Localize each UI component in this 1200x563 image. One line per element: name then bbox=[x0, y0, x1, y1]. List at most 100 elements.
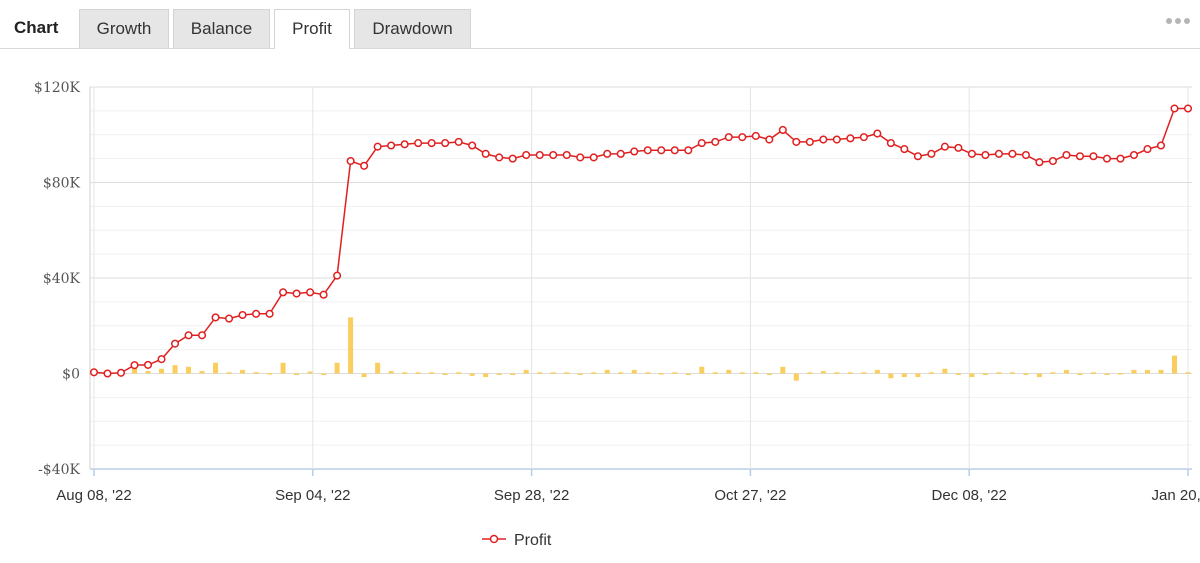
bar bbox=[915, 373, 921, 378]
tab-bar: Chart Growth Balance Profit Drawdown bbox=[0, 0, 1200, 49]
profit-point bbox=[967, 149, 976, 158]
profit-point bbox=[643, 146, 652, 155]
profit-point bbox=[738, 133, 747, 142]
profit-point bbox=[886, 139, 895, 148]
profit-point bbox=[197, 331, 207, 340]
profit-point bbox=[657, 146, 666, 155]
tab-growth[interactable]: Growth bbox=[79, 9, 169, 48]
profit-point bbox=[711, 137, 720, 146]
profit-point bbox=[1021, 150, 1030, 160]
bar bbox=[1131, 369, 1137, 374]
bar bbox=[375, 362, 381, 374]
bar bbox=[240, 369, 246, 374]
bar bbox=[456, 372, 462, 374]
bar bbox=[523, 369, 529, 374]
bar bbox=[834, 372, 840, 374]
bar bbox=[348, 317, 354, 374]
profit-point bbox=[184, 331, 193, 340]
bar bbox=[294, 373, 300, 375]
profit-point bbox=[1102, 154, 1112, 163]
y-tick-label: $120K bbox=[34, 80, 81, 96]
y-tick-label: $40K bbox=[43, 271, 81, 287]
x-tick-label: Jan 20, '23 bbox=[1152, 487, 1200, 504]
profit-point bbox=[103, 369, 112, 378]
bar bbox=[1023, 373, 1029, 375]
bar bbox=[685, 373, 691, 375]
bar bbox=[712, 372, 718, 374]
profit-point bbox=[89, 368, 99, 377]
bar bbox=[307, 371, 313, 374]
profit-point bbox=[279, 288, 288, 297]
profit-point bbox=[522, 150, 531, 160]
bar bbox=[618, 372, 624, 374]
profit-point bbox=[414, 139, 423, 148]
bar bbox=[1009, 372, 1015, 374]
profit-point bbox=[333, 271, 342, 280]
bar bbox=[982, 373, 988, 375]
profit-point bbox=[562, 150, 571, 160]
profit-point bbox=[346, 156, 355, 166]
profit-point bbox=[792, 137, 801, 146]
bar bbox=[820, 371, 826, 374]
profit-point bbox=[954, 143, 963, 152]
profit-point bbox=[116, 368, 126, 377]
bar bbox=[1104, 373, 1110, 375]
tab-profit[interactable]: Profit bbox=[274, 9, 350, 49]
x-tick-label: Dec 08, '22 bbox=[931, 487, 1006, 504]
bar bbox=[847, 372, 853, 374]
bar bbox=[267, 373, 273, 375]
bar bbox=[1063, 369, 1069, 374]
y-tick-label: $80K bbox=[43, 176, 81, 192]
profit-point bbox=[1129, 150, 1139, 160]
profit-point bbox=[360, 161, 369, 170]
profit-point bbox=[319, 290, 328, 299]
bar bbox=[321, 373, 327, 375]
bar bbox=[591, 372, 597, 374]
bar bbox=[1185, 372, 1191, 374]
profit-point bbox=[913, 152, 922, 161]
profit-point bbox=[1089, 152, 1098, 161]
bar bbox=[780, 366, 786, 374]
profit-point bbox=[1062, 150, 1071, 160]
profit-point bbox=[724, 133, 733, 142]
profit-point bbox=[481, 149, 490, 158]
profit-point bbox=[427, 139, 436, 148]
profit-point bbox=[1170, 104, 1179, 113]
bar-series bbox=[91, 317, 1191, 381]
tab-drawdown[interactable]: Drawdown bbox=[354, 9, 471, 48]
profit-point bbox=[292, 289, 301, 298]
bar bbox=[388, 371, 394, 374]
profit-point bbox=[576, 153, 585, 162]
bar bbox=[226, 372, 232, 374]
bar bbox=[1077, 373, 1083, 375]
tab-balance[interactable]: Balance bbox=[173, 9, 270, 48]
bar bbox=[1050, 372, 1056, 374]
bar bbox=[253, 372, 259, 374]
bar bbox=[955, 373, 961, 375]
bar bbox=[186, 366, 192, 374]
bar bbox=[631, 369, 637, 374]
bar bbox=[928, 372, 934, 374]
profit-point bbox=[238, 310, 247, 320]
bar bbox=[442, 373, 448, 375]
profit-point bbox=[940, 142, 949, 151]
profit-point bbox=[684, 146, 693, 155]
legend[interactable]: Profit bbox=[482, 532, 552, 549]
profit-point bbox=[603, 149, 612, 158]
profit-point bbox=[819, 135, 828, 144]
bar bbox=[159, 368, 165, 374]
bar bbox=[1117, 373, 1123, 375]
profit-point bbox=[846, 134, 855, 143]
legend-label-profit: Profit bbox=[514, 532, 552, 549]
x-tick-label: Sep 04, '22 bbox=[275, 487, 350, 504]
profit-point bbox=[400, 140, 409, 149]
bar bbox=[1171, 355, 1177, 374]
profit-chart: -$40K $0 $40K $80K $120K Aug 08, '22 Sep 04, … bbox=[34, 80, 1200, 549]
bar bbox=[604, 369, 610, 374]
bar bbox=[132, 366, 138, 374]
profit-point bbox=[994, 149, 1003, 158]
profit-point bbox=[697, 139, 706, 148]
more-dots-icon[interactable] bbox=[1166, 14, 1190, 28]
profit-point bbox=[859, 133, 868, 142]
bar bbox=[402, 372, 408, 374]
